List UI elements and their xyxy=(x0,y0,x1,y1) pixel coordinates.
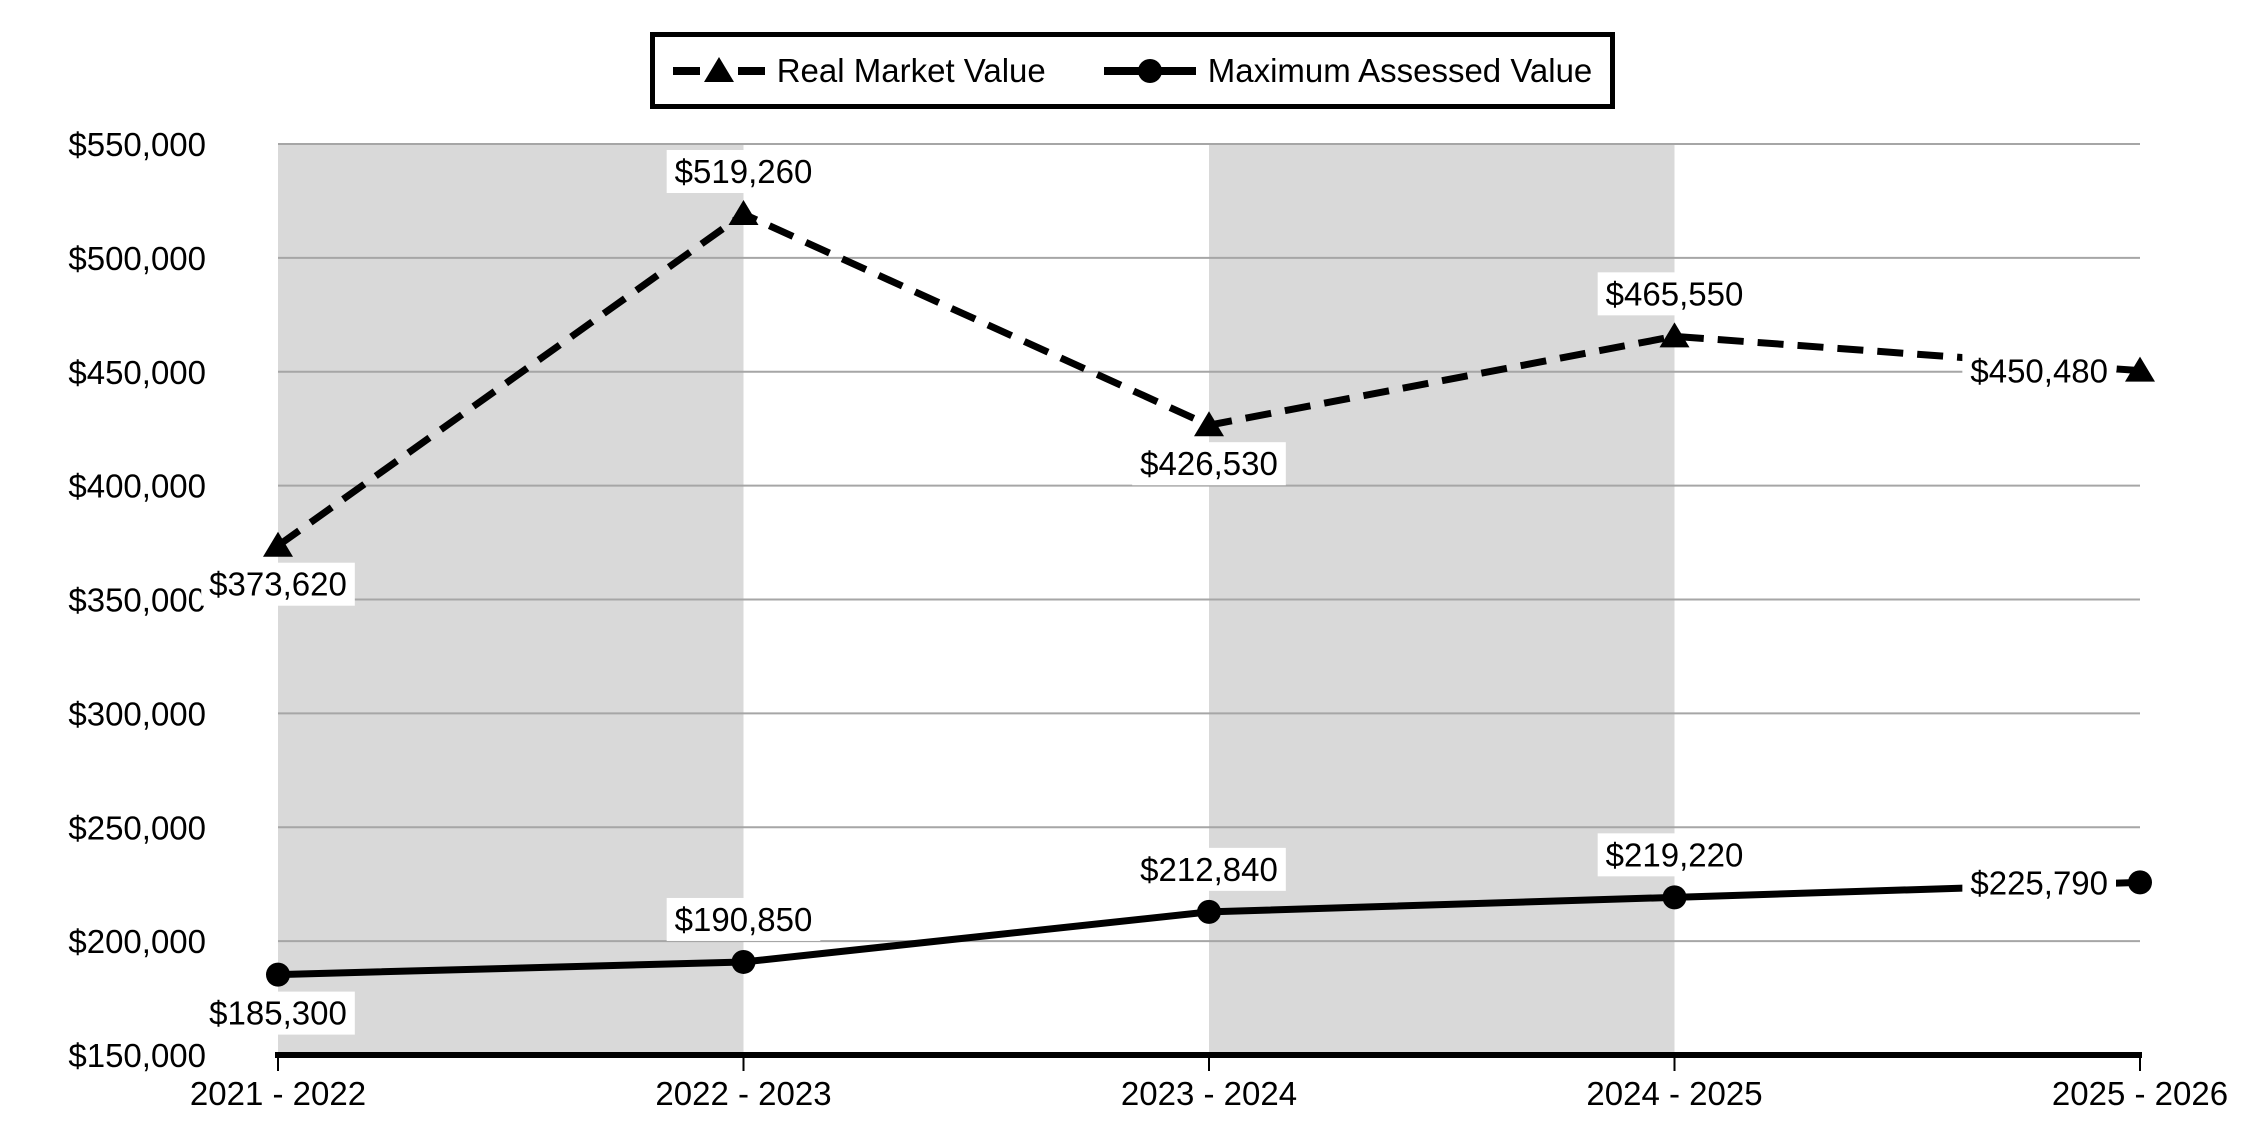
y-axis-tick-label: $300,000 xyxy=(68,695,206,732)
data-label: $465,550 xyxy=(1597,272,1752,316)
data-point-real-market-value xyxy=(1659,322,1690,348)
data-label: $190,850 xyxy=(666,897,821,941)
data-label: $225,790 xyxy=(1962,861,2116,905)
legend-label-maximum-assessed-value: Maximum Assessed Value xyxy=(1207,51,1593,89)
legend-item-real-market-value: Real Market Value xyxy=(672,51,1046,90)
dashed-triangle-line-icon xyxy=(672,56,765,82)
data-label: $185,300 xyxy=(201,991,355,1035)
data-label-background xyxy=(201,562,355,606)
data-label: $450,480 xyxy=(1962,349,2116,393)
data-label-background xyxy=(1597,833,1752,877)
solid-circle-line-icon xyxy=(1103,58,1196,83)
x-axis-tick-label: 2025 - 2026 xyxy=(2052,1075,2228,1112)
data-label-text: $219,220 xyxy=(1606,836,1744,873)
data-label-text: $190,850 xyxy=(675,901,813,938)
data-point-real-market-value xyxy=(2125,356,2155,382)
data-point-maximum-assessed-value xyxy=(2128,870,2152,895)
data-label-background xyxy=(1962,349,2116,393)
data-label-text: $465,550 xyxy=(1606,275,1744,312)
data-point-maximum-assessed-value xyxy=(266,962,290,987)
y-axis-tick-label: $450,000 xyxy=(68,354,206,391)
data-label-text: $373,620 xyxy=(209,566,347,603)
data-label-text: $519,260 xyxy=(675,153,813,190)
data-label: $212,840 xyxy=(1132,847,1286,891)
y-axis-tick-label: $400,000 xyxy=(68,468,206,505)
data-label-text: $212,840 xyxy=(1140,851,1278,888)
data-point-maximum-assessed-value xyxy=(1662,885,1687,910)
data-label-background xyxy=(666,897,821,941)
data-label-background xyxy=(1597,272,1752,316)
x-axis-tick-label: 2024 - 2025 xyxy=(1586,1075,1762,1112)
data-label-background xyxy=(1962,861,2116,905)
y-axis-tick-label: $550,000 xyxy=(68,126,206,163)
y-axis-tick-label: $350,000 xyxy=(68,582,206,619)
data-label-text: $450,480 xyxy=(1970,353,2108,390)
y-axis-tick-label: $500,000 xyxy=(68,240,206,277)
data-point-real-market-value xyxy=(1194,411,1224,437)
chart-legend: Real Market Value Maximum Assessed Value xyxy=(650,32,1615,109)
legend-label-real-market-value: Real Market Value xyxy=(776,51,1046,89)
legend-item-maximum-assessed-value: Maximum Assessed Value xyxy=(1103,51,1593,90)
data-point-real-market-value xyxy=(728,200,759,226)
y-axis-tick-label: $200,000 xyxy=(68,923,206,960)
y-axis-tick-label: $250,000 xyxy=(68,809,206,846)
data-label-text: $185,300 xyxy=(209,995,347,1032)
data-label-background xyxy=(1132,847,1286,891)
y-axis-tick-label: $150,000 xyxy=(68,1037,206,1074)
data-label-background xyxy=(666,150,821,194)
data-label: $219,220 xyxy=(1597,833,1752,877)
data-label: $519,260 xyxy=(666,150,821,194)
data-label-background xyxy=(201,991,355,1035)
data-label-background xyxy=(1132,442,1286,486)
x-axis-tick-label: 2023 - 2024 xyxy=(1121,1075,1297,1112)
data-label-text: $426,530 xyxy=(1140,445,1278,482)
data-point-real-market-value xyxy=(263,531,293,557)
data-label: $426,530 xyxy=(1132,442,1286,486)
data-point-maximum-assessed-value xyxy=(1197,899,1221,924)
x-axis-tick-label: 2021 - 2022 xyxy=(190,1075,366,1112)
data-label-text: $225,790 xyxy=(1970,864,2108,901)
data-label: $373,620 xyxy=(201,562,355,606)
data-point-maximum-assessed-value xyxy=(731,949,756,974)
x-axis-tick-label: 2022 - 2023 xyxy=(655,1075,831,1112)
